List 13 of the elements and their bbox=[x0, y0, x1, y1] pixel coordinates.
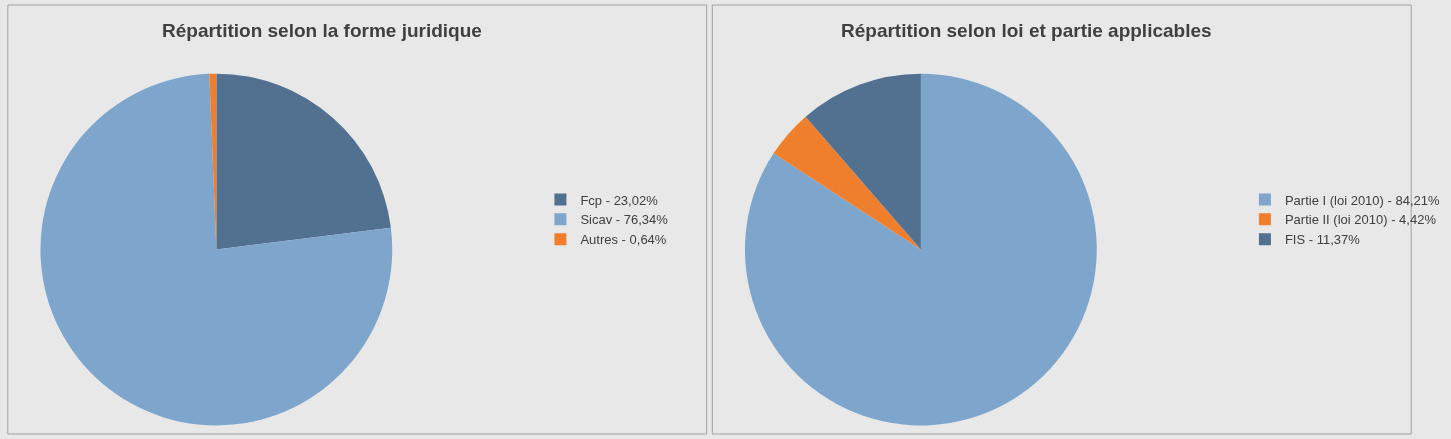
pie-slice bbox=[773, 116, 921, 250]
legend-label: Autres - 0,64% bbox=[580, 232, 667, 248]
pie-slice bbox=[805, 73, 921, 250]
chart-title: Répartition selon la forme juridique bbox=[162, 20, 482, 41]
legend-label: Fcp - 23,02% bbox=[580, 192, 659, 208]
legend-label: Partie I (loi 2010) - 84,21% bbox=[1284, 192, 1440, 208]
legend-label: Partie II (loi 2010) - 4,42% bbox=[1284, 212, 1437, 228]
pie-slice bbox=[216, 73, 391, 250]
legend-label: FIS - 11,37% bbox=[1284, 232, 1361, 248]
legend-label: Sicav - 76,34% bbox=[580, 212, 669, 228]
chart-title: Répartition selon loi et partie applicables bbox=[841, 20, 1212, 41]
pie-slice bbox=[745, 73, 1097, 426]
pie-slice bbox=[40, 73, 393, 426]
